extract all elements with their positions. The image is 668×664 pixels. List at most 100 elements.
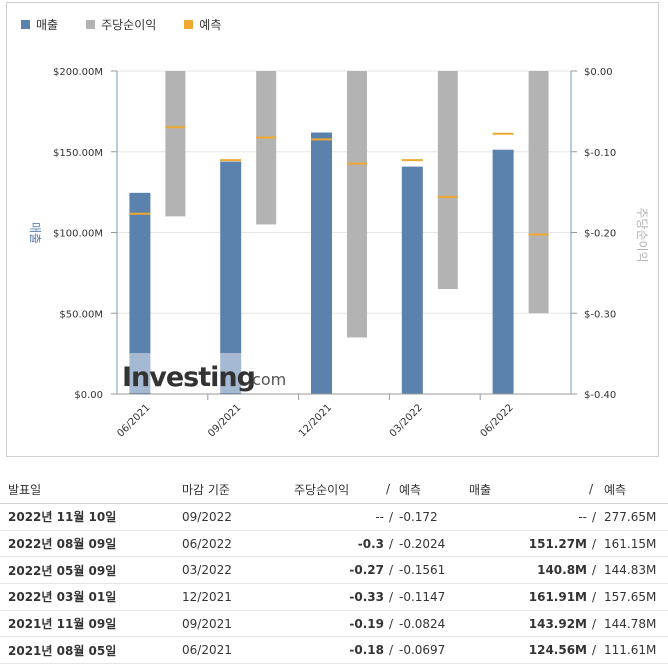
table-row: 2021년 08월 05일 06/2021 -0.18/-0.0697 124.56M…: [0, 636, 668, 664]
x-tick-label: 06/2022: [479, 402, 516, 439]
table-row: 2021년 11월 09일 09/2021 -0.19/-0.0824 143.92M…: [0, 610, 668, 638]
earnings-chart-panel: 매출 주당순이익 예측 Investing .com $0.00 $50.00M $…: [6, 2, 659, 457]
cell-slash: /: [385, 636, 397, 664]
table-row: 2022년 08월 09일 06/2022 -0.3/-0.2024 151.27M /…: [0, 530, 668, 558]
cell-eps: -0.27: [293, 556, 385, 585]
cell-date: 2021년 08월 05일: [0, 636, 181, 664]
table-row: 2022년 05월 09일 03/2022 -0.27/-0.1561 140.8M /…: [0, 556, 668, 585]
table-header-row: 발표일 마감 기준 주당순이익 / 예측 매출 / 예측: [0, 475, 668, 504]
earnings-chart: Investing .com $0.00 $50.00M $100.00M $150.…: [28, 67, 649, 439]
cell-slash: /: [588, 583, 600, 611]
revenue-bar: [129, 192, 151, 394]
eps-bar: [528, 71, 549, 314]
left-tick-label: $150.00M: [53, 148, 103, 159]
cell-revenue: 140.8M: [468, 556, 588, 585]
cell-revenue: --: [468, 503, 588, 531]
earnings-table: 발표일 마감 기준 주당순이익 / 예측 매출 / 예측 2022년 11월 1…: [0, 475, 668, 664]
x-tick-label: 03/2022: [388, 402, 425, 439]
revenue-bar: [220, 161, 242, 394]
cell-eps-forecast: -0.0697: [397, 636, 468, 664]
cell-revenue-forecast: 144.78M: [600, 610, 668, 638]
cell-period: 09/2022: [181, 503, 293, 531]
legend-item-forecast[interactable]: 예측: [184, 16, 221, 33]
cell-slash: /: [588, 610, 600, 638]
right-tick-label: $-0.20: [584, 229, 616, 240]
eps-bar: [347, 71, 367, 338]
cell-period: 06/2022: [181, 530, 293, 558]
left-tick-label: $0.00: [74, 390, 103, 401]
cell-revenue: 124.56M: [468, 636, 588, 664]
header-slash: /: [588, 475, 600, 504]
cell-eps-forecast: -0.2024: [397, 530, 468, 558]
left-axis-title: 매출: [28, 222, 42, 244]
cell-slash: /: [385, 583, 397, 611]
eps-bar: [437, 71, 458, 290]
cell-slash: /: [588, 503, 600, 531]
cell-date: 2022년 05월 09일: [0, 556, 181, 585]
header-eps[interactable]: 주당순이익: [293, 475, 385, 504]
cell-revenue-forecast: 277.65M: [600, 503, 668, 531]
revenue-swatch-icon: [21, 20, 30, 29]
cell-eps-forecast: -0.0824: [397, 610, 468, 638]
bars-layer: [129, 71, 549, 394]
table-row: 2022년 11월 10일 09/2022 -- / -0.172 --/277.65M: [0, 503, 668, 531]
header-date[interactable]: 발표일: [0, 475, 181, 504]
left-tick-label: $100.00M: [53, 229, 103, 240]
left-tick-label: $50.00M: [59, 309, 103, 320]
table-row: 2022년 03월 01일 12/2021 -0.33/-0.1147 161.91M…: [0, 583, 668, 611]
cell-revenue-forecast: 144.83M: [600, 556, 668, 585]
cell-period: 09/2021: [181, 610, 293, 638]
legend-label-eps: 주당순이익: [101, 18, 157, 32]
right-axis-title: 주당순이익: [635, 207, 649, 262]
revenue-bar: [311, 132, 332, 394]
right-tick-label: $-0.30: [584, 309, 616, 320]
revenue-bar: [492, 149, 514, 394]
header-eps-forecast[interactable]: 예측: [397, 475, 468, 504]
cell-eps-forecast: -0.1561: [397, 556, 468, 585]
eps-bar: [165, 71, 186, 217]
eps-bar: [256, 71, 277, 225]
header-revenue-forecast[interactable]: 예측: [600, 475, 668, 504]
cell-eps: --: [293, 503, 385, 531]
cell-date: 2022년 03월 01일: [0, 583, 181, 611]
cell-slash: /: [588, 636, 600, 664]
cell-slash: /: [385, 610, 397, 638]
header-revenue[interactable]: 매출: [468, 475, 588, 504]
cell-revenue: 143.92M: [468, 610, 588, 638]
cell-eps: -0.3: [293, 530, 385, 558]
header-period[interactable]: 마감 기준: [181, 475, 293, 504]
right-tick-label: $-0.40: [584, 390, 616, 401]
x-tick-label: 12/2021: [297, 402, 334, 439]
cell-period: 12/2021: [181, 583, 293, 611]
investing-watermark-logo: Investing .com: [117, 353, 286, 393]
cell-slash: /: [385, 503, 397, 531]
x-tick-label: 09/2021: [206, 402, 243, 439]
cell-date: 2022년 11월 10일: [0, 503, 181, 531]
cell-eps-forecast: -0.172: [397, 503, 468, 531]
cell-period: 06/2021: [181, 636, 293, 664]
svg-text:.com: .com: [247, 370, 286, 389]
cell-eps: -0.18: [293, 636, 385, 664]
header-slash: /: [385, 475, 397, 504]
cell-revenue: 151.27M: [468, 530, 588, 558]
cell-date: 2022년 08월 09일: [0, 530, 181, 558]
cell-eps: -0.19: [293, 610, 385, 638]
cell-slash: /: [588, 556, 600, 585]
cell-eps: -0.33: [293, 583, 385, 611]
cell-period: 03/2022: [181, 556, 293, 585]
right-tick-label: $-0.10: [584, 148, 616, 159]
revenue-bar: [401, 166, 423, 394]
cell-revenue: 161.91M: [468, 583, 588, 611]
chart-legend: 매출 주당순이익 예측: [21, 16, 221, 33]
cell-revenue-forecast: 111.61M: [600, 636, 668, 664]
right-tick-label: $0.00: [584, 67, 613, 78]
svg-text:Investing: Investing: [122, 362, 255, 393]
legend-item-eps[interactable]: 주당순이익: [86, 16, 156, 33]
cell-revenue-forecast: 157.65M: [600, 583, 668, 611]
forecast-swatch-icon: [184, 20, 194, 29]
cell-eps-forecast: -0.1147: [397, 583, 468, 611]
legend-item-revenue[interactable]: 매출: [21, 16, 58, 33]
cell-slash: /: [385, 530, 397, 558]
eps-swatch-icon: [86, 20, 96, 29]
legend-label-forecast: 예측: [199, 18, 222, 32]
